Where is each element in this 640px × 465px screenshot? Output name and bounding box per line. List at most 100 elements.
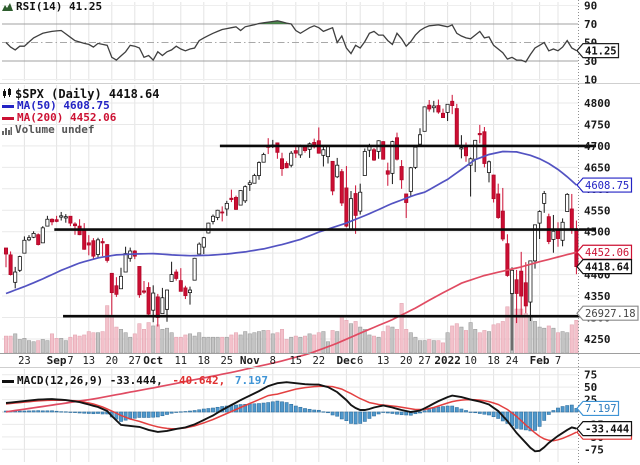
macd-legend: MACD(12,26,9) -33.444, -40.642, 7.197 [2,375,268,387]
macd-histogram-bar [551,410,556,413]
volume-legend-label: Volume undef [15,123,95,136]
price-axis-label: 4350 [584,290,611,303]
volume-bar [381,331,386,354]
candle-body [486,161,491,173]
date-axis-label: 27 [418,355,431,367]
macd-histogram-bar [459,408,464,413]
price-axis-label: 4800 [584,97,611,110]
macd-signal-line [5,385,577,442]
macd-histogram-bar [91,411,96,415]
volume-bar [477,332,482,354]
macd-histogram-bar [404,411,409,416]
volume-bar [390,326,395,354]
candle-body [417,134,422,145]
volume-bar [109,315,114,354]
macd-histogram-bar [160,411,165,417]
candle-body [201,237,206,248]
date-axis-label: 22 [312,355,325,367]
candle-body [187,289,192,294]
volume-bar [169,332,174,354]
candle-body [164,289,169,310]
date-axis-label: 6 [357,355,363,367]
macd-histogram-bar [257,403,261,413]
volume-bar [229,334,234,354]
macd-histogram-bar [211,407,215,413]
macd-histogram-bar [50,410,54,413]
date-axis-label: 7 [555,355,561,367]
candle-body [500,210,505,240]
volume-bar [417,340,422,354]
candle-body [178,280,183,292]
candle-body [537,211,542,224]
candle-body [17,256,22,271]
candle-body [459,147,464,150]
volume-bar [215,336,220,354]
candle-body [151,292,156,311]
candle-body [436,105,441,113]
value-tag-text: 7.197 [585,403,617,415]
macd-histogram-bar [528,411,533,432]
candle-body [528,260,533,303]
volume-bar [362,329,367,354]
volume-bar [114,326,119,354]
macd-histogram-bar [63,411,68,413]
macd-axis-label: 50 [584,381,597,394]
value-tag [576,400,620,417]
macd-axis-label: -75 [584,443,604,456]
candle-body [496,193,501,218]
volume-bar [293,335,298,354]
candle-body [491,174,496,200]
candle-body [26,237,31,241]
volume-bar [371,335,376,354]
candle-body [413,146,418,168]
volume-bar [532,321,537,354]
candle-body [50,218,55,223]
macd-histogram-bar [252,403,257,413]
macd-histogram-bar [505,411,510,424]
rsi-axis-label: 30 [584,55,597,68]
macd-histogram-bar [316,409,321,413]
candle-body [560,221,565,241]
candle-body [445,103,450,113]
volume-bar [17,339,22,354]
candle-body [220,211,225,214]
macd-histogram-bar [546,411,551,415]
volume-bar [119,329,124,354]
volume-bar [307,333,312,354]
price-axis-label: 4700 [584,140,611,153]
candlestick-icon [3,88,11,98]
volume-bar [188,333,193,354]
macd-histogram-bar [445,405,450,413]
candle-body [569,208,574,231]
candle-body [100,241,105,244]
candle-body [252,175,257,184]
candle-body [13,271,18,283]
volume-bar [394,329,399,354]
volume-bar [123,332,128,354]
macd-histogram-bar [533,411,537,431]
volume-bar [266,330,271,354]
rsi-legend: RSI(14) 41.25 [2,1,102,13]
volume-bar [31,341,36,354]
candle-body [440,112,445,118]
candle-body [399,166,404,181]
volume-bar [436,340,441,354]
candle-body [551,230,556,240]
candle-body [247,182,252,185]
volume-bar [54,338,59,354]
candle-body [473,139,478,160]
volume-bar [256,331,261,354]
volume-bar [542,327,547,354]
macd-line-swatch [2,379,14,383]
macd-histogram-bar [556,407,560,413]
candle-body [91,240,96,257]
date-axis-label: 25 [220,355,233,367]
macd-histogram-bar [73,411,77,413]
volume-bar [546,325,551,354]
volume-bar [289,336,294,354]
macd-histogram-bar [326,411,330,414]
candle-body [256,162,261,176]
volume-bar [344,320,349,354]
